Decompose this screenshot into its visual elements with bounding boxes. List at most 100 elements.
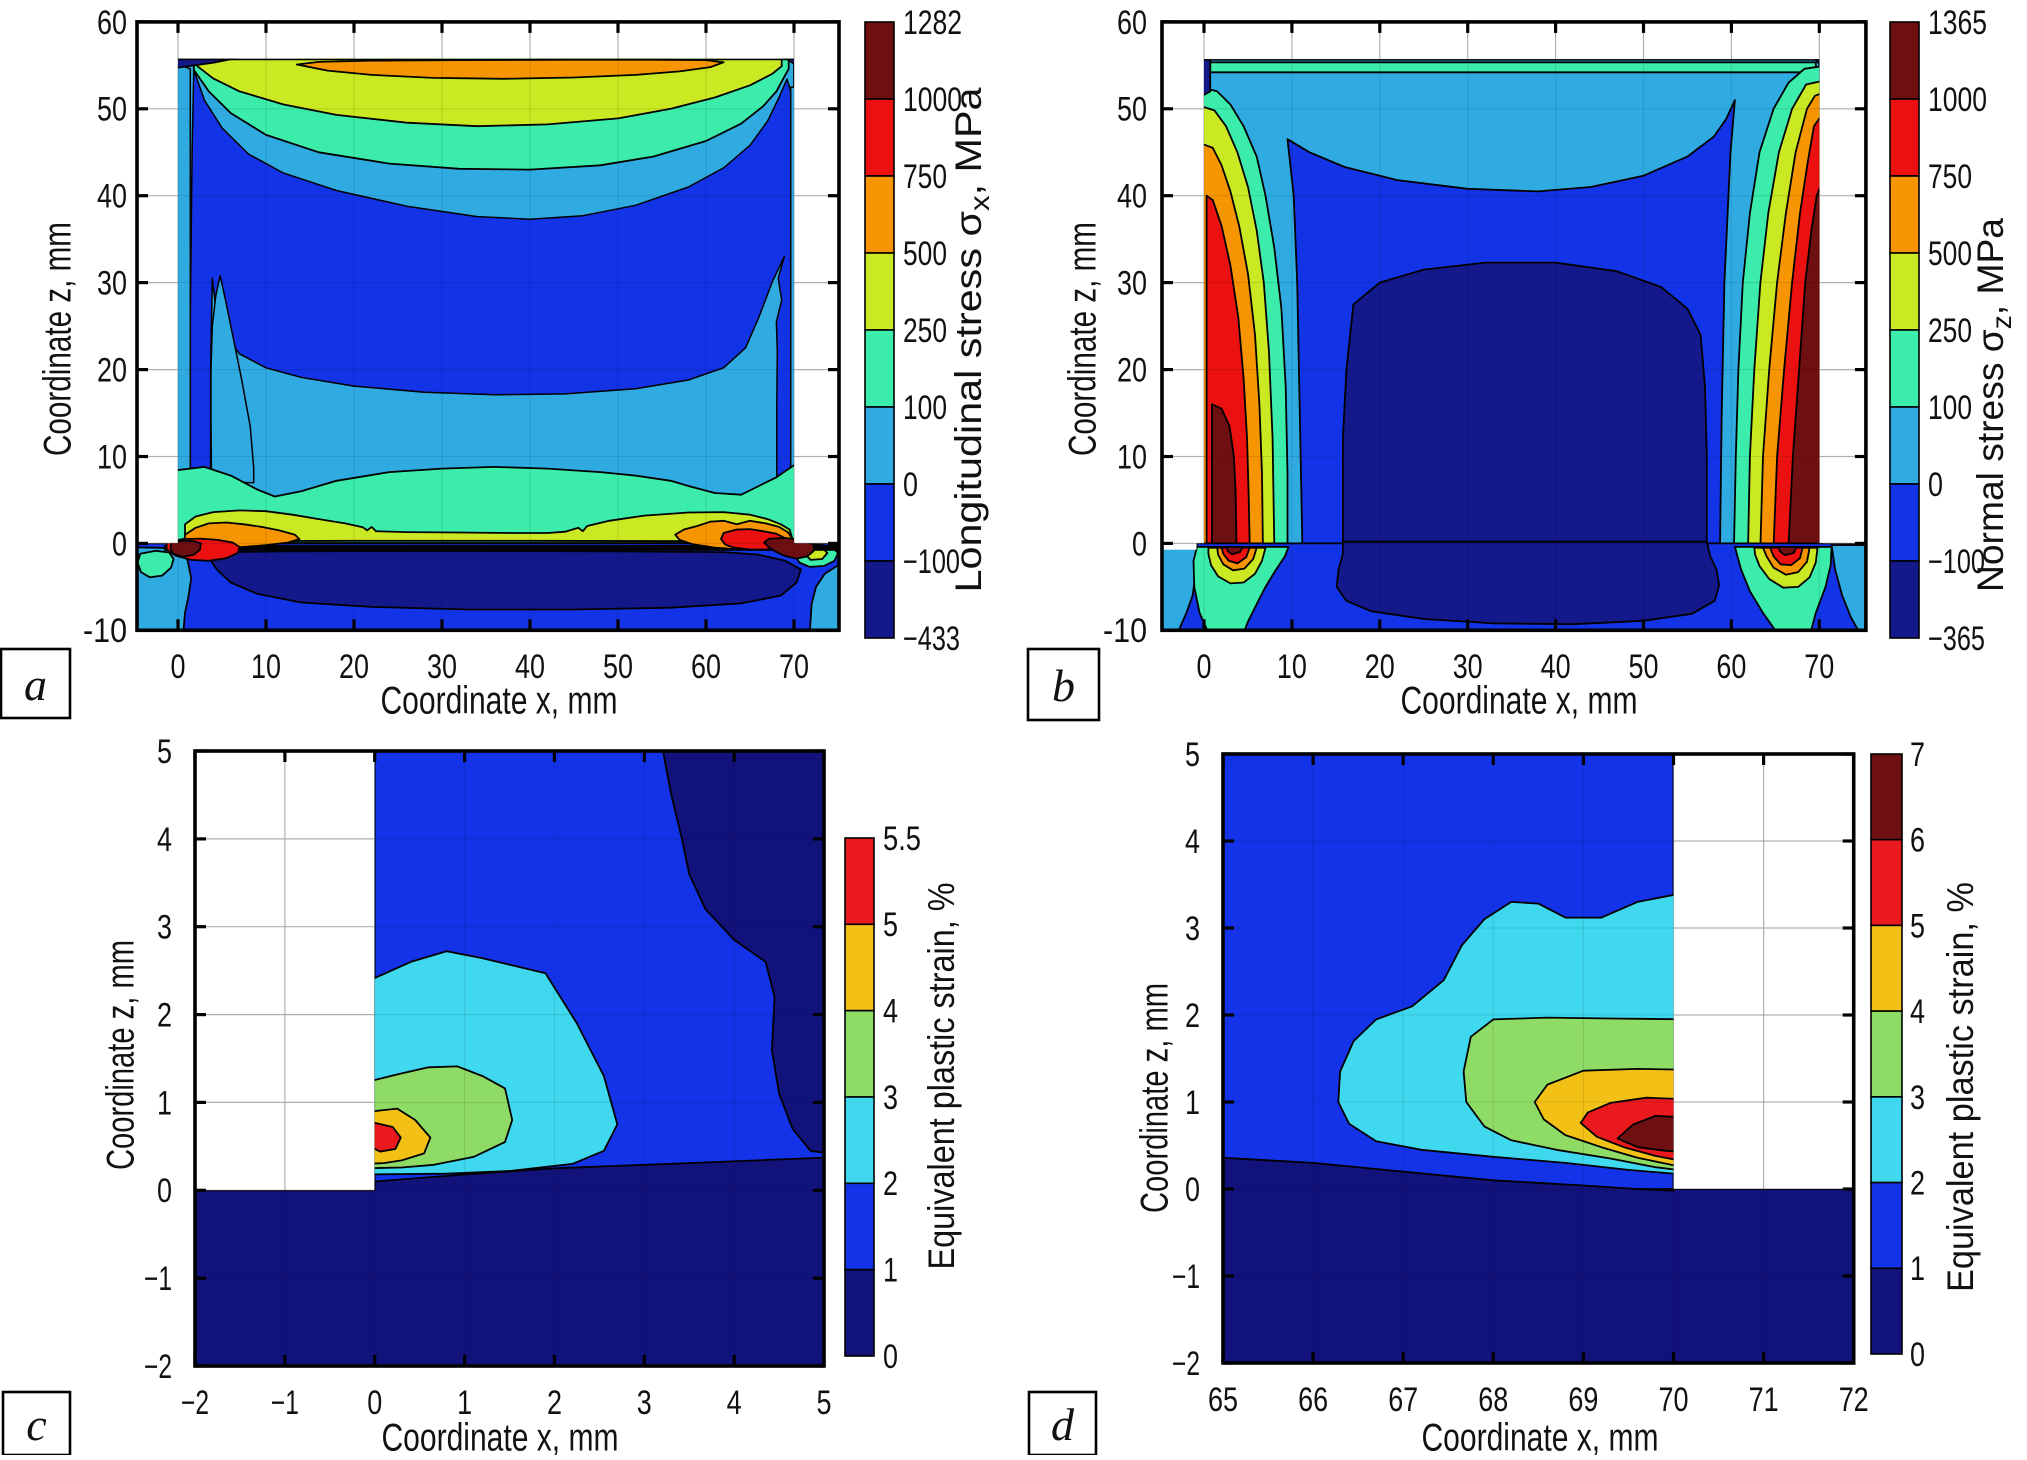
svg-text:50: 50: [1629, 648, 1659, 686]
svg-text:0: 0: [171, 648, 186, 686]
svg-text:a: a: [24, 659, 47, 710]
svg-text:−1: −1: [271, 1384, 299, 1422]
svg-text:20: 20: [1365, 648, 1395, 686]
svg-text:−2: −2: [1172, 1345, 1200, 1383]
svg-text:4: 4: [1910, 993, 1925, 1031]
svg-text:100: 100: [1928, 389, 1972, 427]
svg-text:65: 65: [1208, 1381, 1238, 1419]
svg-text:3: 3: [637, 1384, 652, 1422]
svg-text:60: 60: [97, 4, 127, 42]
svg-text:30: 30: [1453, 648, 1483, 686]
svg-text:1000: 1000: [1928, 81, 1987, 119]
svg-text:71: 71: [1749, 1381, 1779, 1419]
svg-text:100: 100: [903, 389, 947, 427]
svg-text:2: 2: [883, 1165, 898, 1203]
svg-text:72: 72: [1839, 1381, 1869, 1419]
svg-text:7: 7: [1910, 736, 1925, 774]
svg-text:67: 67: [1388, 1381, 1418, 1419]
svg-text:500: 500: [903, 235, 947, 273]
svg-text:70: 70: [779, 648, 809, 686]
svg-text:69: 69: [1568, 1381, 1598, 1419]
svg-text:0: 0: [1132, 525, 1147, 563]
svg-text:b: b: [1052, 660, 1075, 711]
svg-text:Normal stress σz, MPa: Normal stress σz, MPa: [1970, 218, 2017, 592]
svg-text:−100: −100: [1928, 543, 1985, 581]
svg-text:50: 50: [97, 91, 127, 129]
svg-text:4: 4: [157, 821, 172, 859]
svg-text:3: 3: [883, 1079, 898, 1117]
svg-text:30: 30: [97, 265, 127, 303]
svg-text:2: 2: [547, 1384, 562, 1422]
svg-text:−2: −2: [144, 1348, 172, 1386]
svg-text:−100: −100: [903, 543, 960, 581]
svg-text:10: 10: [251, 648, 281, 686]
svg-text:Coordinate x, mm: Coordinate x, mm: [1401, 680, 1638, 723]
svg-text:6: 6: [1910, 822, 1925, 860]
svg-text:Coordinate x, mm: Coordinate x, mm: [1422, 1417, 1659, 1455]
svg-text:0: 0: [903, 466, 918, 504]
svg-text:20: 20: [97, 351, 127, 389]
svg-text:5: 5: [1910, 907, 1925, 945]
svg-text:−1: −1: [1172, 1258, 1200, 1296]
svg-text:−433: −433: [903, 620, 960, 658]
svg-text:Coordinate x, mm: Coordinate x, mm: [381, 680, 618, 723]
svg-text:Equivalent plastic strain, %: Equivalent plastic strain, %: [921, 883, 962, 1270]
svg-text:3: 3: [157, 909, 172, 947]
svg-text:Coordinate z, mm: Coordinate z, mm: [1134, 983, 1177, 1213]
svg-text:2: 2: [1185, 997, 1200, 1035]
svg-text:70: 70: [1804, 648, 1834, 686]
svg-text:70: 70: [1659, 1381, 1689, 1419]
svg-text:Equivalent plastic strain, %: Equivalent plastic strain, %: [1940, 882, 1981, 1292]
svg-text:Longitudinal stress σx, MPa: Longitudinal stress σx, MPa: [948, 87, 995, 592]
svg-text:0: 0: [1928, 466, 1943, 504]
svg-text:40: 40: [1541, 648, 1571, 686]
svg-text:60: 60: [691, 648, 721, 686]
svg-text:66: 66: [1298, 1381, 1328, 1419]
svg-text:50: 50: [1117, 91, 1147, 129]
svg-text:Coordinate z, mm: Coordinate z, mm: [1062, 222, 1105, 456]
svg-text:1: 1: [1185, 1084, 1200, 1122]
svg-text:2: 2: [1910, 1164, 1925, 1202]
svg-text:0: 0: [1197, 648, 1212, 686]
svg-text:10: 10: [1277, 648, 1307, 686]
svg-text:10: 10: [1117, 438, 1147, 476]
svg-text:0: 0: [157, 1172, 172, 1210]
svg-text:5.5: 5.5: [883, 820, 921, 858]
svg-text:60: 60: [1716, 648, 1746, 686]
svg-text:-10: -10: [83, 612, 127, 650]
svg-text:3: 3: [1910, 1079, 1925, 1117]
svg-text:4: 4: [883, 993, 898, 1031]
svg-text:Coordinate x, mm: Coordinate x, mm: [382, 1417, 619, 1455]
svg-text:−2: −2: [181, 1384, 209, 1422]
svg-text:5: 5: [157, 733, 172, 771]
svg-text:30: 30: [1117, 265, 1147, 303]
svg-text:5: 5: [1185, 736, 1200, 774]
svg-text:5: 5: [883, 906, 898, 944]
svg-text:68: 68: [1478, 1381, 1508, 1419]
svg-text:Coordinate z, mm: Coordinate z, mm: [100, 940, 143, 1170]
svg-text:20: 20: [1117, 351, 1147, 389]
svg-text:10: 10: [97, 438, 127, 476]
svg-text:0: 0: [1910, 1336, 1925, 1374]
svg-text:250: 250: [1928, 312, 1972, 350]
svg-text:60: 60: [1117, 4, 1147, 42]
svg-text:0: 0: [883, 1338, 898, 1376]
svg-text:1000: 1000: [903, 81, 962, 119]
svg-text:20: 20: [339, 648, 369, 686]
svg-text:1: 1: [457, 1384, 472, 1422]
svg-text:1: 1: [1910, 1250, 1925, 1288]
svg-text:40: 40: [515, 648, 545, 686]
svg-text:d: d: [1051, 1399, 1075, 1450]
svg-text:2: 2: [157, 996, 172, 1034]
svg-text:4: 4: [727, 1384, 742, 1422]
svg-text:500: 500: [1928, 235, 1972, 273]
svg-text:1: 1: [883, 1252, 898, 1290]
svg-text:250: 250: [903, 312, 947, 350]
svg-text:50: 50: [603, 648, 633, 686]
svg-text:0: 0: [112, 525, 127, 563]
svg-text:1282: 1282: [903, 4, 962, 42]
svg-text:3: 3: [1185, 910, 1200, 948]
svg-text:1: 1: [157, 1084, 172, 1122]
svg-text:Coordinate z, mm: Coordinate z, mm: [37, 222, 80, 456]
svg-text:0: 0: [1185, 1171, 1200, 1209]
